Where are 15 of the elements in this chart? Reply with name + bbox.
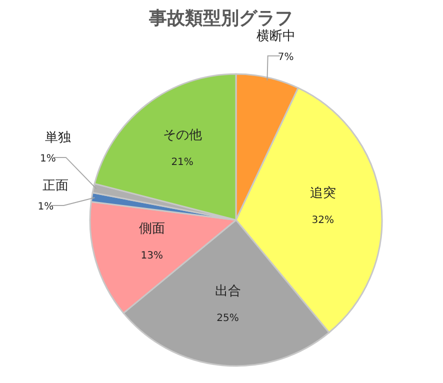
data-label: 1% — [40, 153, 56, 164]
data-label: 32% — [312, 215, 334, 226]
data-label: 25% — [216, 313, 239, 324]
slice-label: 追突 — [310, 186, 336, 202]
slice-label: 正面 — [42, 178, 69, 194]
slice-label: その他 — [162, 128, 202, 143]
slice-label: 単独 — [44, 130, 71, 146]
slice-label: 出合 — [214, 284, 241, 300]
data-label: 13% — [140, 250, 163, 262]
data-label: 7% — [278, 52, 294, 63]
chart-title: 事故類型別グラフ — [148, 8, 293, 29]
data-label: 1% — [38, 201, 54, 212]
slice-label: 側面 — [138, 221, 165, 236]
slice-label: 横断中 — [256, 28, 296, 44]
data-label: 21% — [171, 156, 194, 168]
